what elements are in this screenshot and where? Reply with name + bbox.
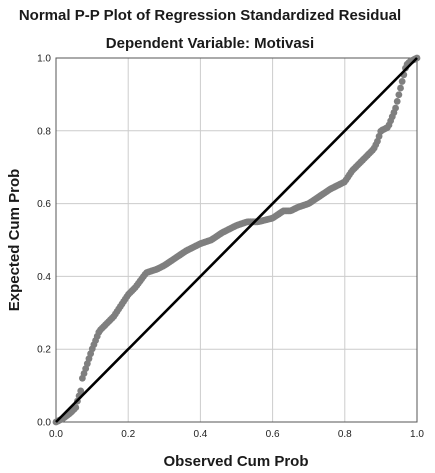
data-point [72,404,80,411]
chart-subtitle: Dependent Variable: Motivasi [106,35,314,52]
plot-frame [55,57,418,423]
x-tick-labels: 0.0 0.2 0.4 0.6 0.8 1.0 [49,429,424,440]
x-tick-label: 0.2 [121,429,135,440]
y-tick-labels: 0.0 0.2 0.4 0.6 0.8 1.0 [37,54,51,429]
data-point [397,84,404,92]
data-point [398,78,406,85]
y-tick-label: 0.2 [37,345,51,356]
x-tick-label: 0.4 [193,429,207,440]
x-axis-title: Observed Cum Prob [163,453,308,470]
x-tick-label: 0.8 [338,429,352,440]
y-axis-title: Expected Cum Prob [6,169,23,312]
y-tick-label: 0.8 [37,126,51,137]
x-tick-label: 0.6 [266,429,280,440]
grid-lines [56,58,417,422]
reference-line [55,57,418,423]
y-tick-label: 0.6 [37,199,51,210]
data-point [77,387,85,395]
y-tick-label: 1.0 [37,54,51,65]
data-point [392,104,399,112]
data-point [395,91,403,99]
chart-title: Normal P-P Plot of Regression Standardiz… [19,7,401,24]
x-tick-label: 1.0 [410,429,424,440]
y-tick-label: 0.4 [37,272,51,283]
x-tick-label: 0.0 [49,429,63,440]
y-tick-label: 0.0 [37,418,51,429]
data-point [393,97,401,105]
